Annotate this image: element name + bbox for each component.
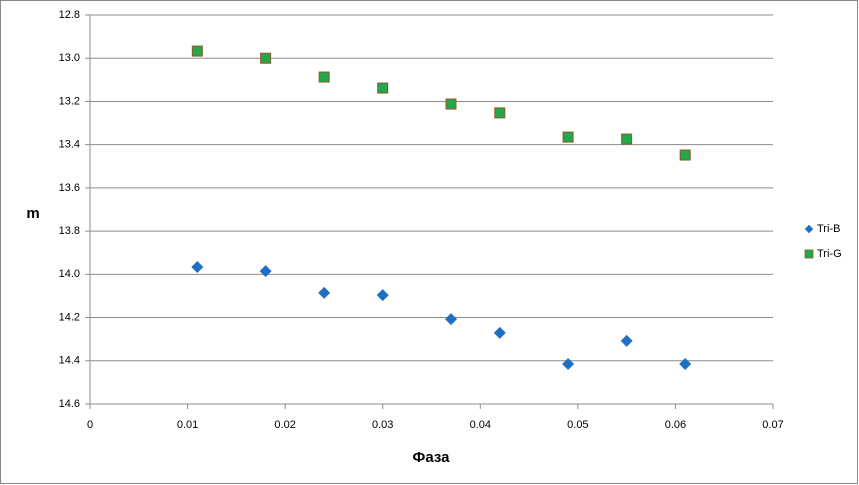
legend-label: Tri-B <box>817 223 840 235</box>
x-tick-label: 0.03 <box>372 419 393 431</box>
x-tick-label: 0.01 <box>177 419 198 431</box>
data-point <box>191 45 203 57</box>
y-axis-title: m <box>26 205 39 222</box>
x-tick-label: 0.05 <box>567 419 588 431</box>
x-tick-label: 0.07 <box>762 419 783 431</box>
y-tick-label: 13.2 <box>59 95 80 107</box>
data-point <box>493 326 506 339</box>
data-point <box>376 289 389 302</box>
x-axis-title: Фаза <box>413 449 451 466</box>
x-tick-label: 0.02 <box>274 419 295 431</box>
y-tick-label: 14.4 <box>59 355 80 367</box>
data-point <box>562 131 574 143</box>
y-tick-label: 14.6 <box>59 398 80 410</box>
legend-swatch <box>804 224 814 234</box>
data-point <box>494 107 506 119</box>
y-tick-label: 13.6 <box>59 182 80 194</box>
x-tick-label: 0 <box>87 419 93 431</box>
data-point <box>445 98 457 110</box>
data-point <box>191 260 204 273</box>
y-tick-label: 14.2 <box>59 311 80 323</box>
legend-swatch <box>804 249 814 259</box>
x-tick-label: 0.06 <box>665 419 686 431</box>
data-point <box>318 286 331 299</box>
data-point <box>679 149 691 161</box>
data-point <box>562 358 575 371</box>
y-tick-label: 13.4 <box>59 139 80 151</box>
data-point <box>260 52 272 64</box>
data-point <box>377 82 389 94</box>
y-tick-label: 12.8 <box>59 9 80 21</box>
data-point <box>679 358 692 371</box>
y-tick-label: 13.8 <box>59 225 80 237</box>
x-tick-label: 0.04 <box>470 419 491 431</box>
data-point <box>621 133 633 145</box>
data-point <box>445 313 458 326</box>
data-point <box>620 334 633 347</box>
legend-label: Tri-G <box>817 248 842 260</box>
data-point <box>318 71 330 83</box>
data-point <box>259 265 272 278</box>
y-tick-label: 13.0 <box>59 52 80 64</box>
y-tick-label: 14.0 <box>59 268 80 280</box>
